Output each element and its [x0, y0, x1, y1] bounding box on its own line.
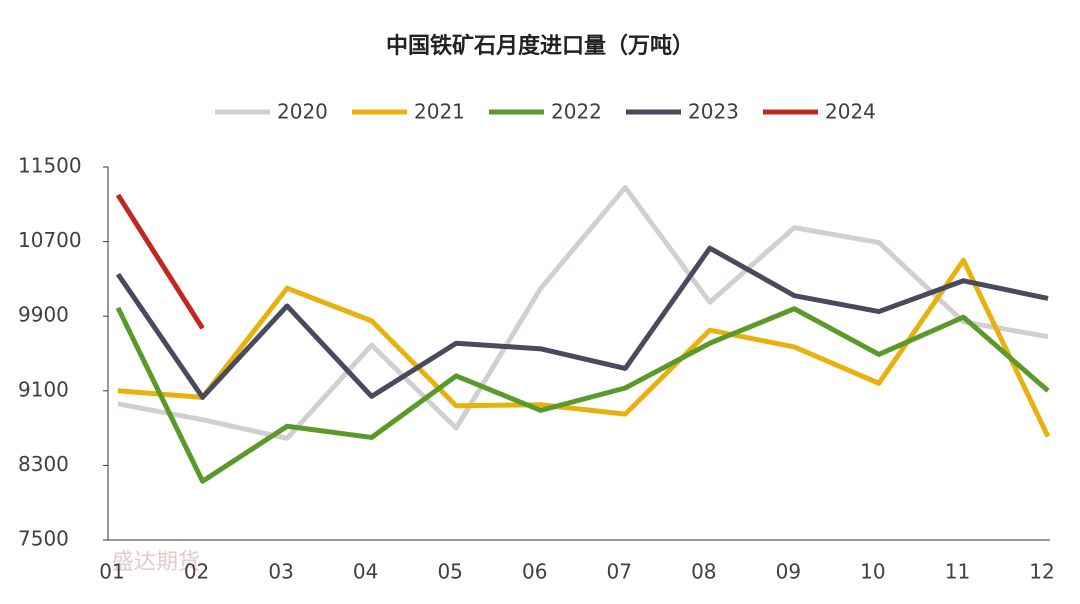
x-tick-label: 09	[776, 560, 801, 584]
y-tick-label: 10700	[18, 228, 82, 252]
y-tick-label: 11500	[18, 154, 82, 178]
chart-title: 中国铁矿石月度进口量（万吨）	[386, 33, 694, 59]
legend-label: 2022	[551, 100, 602, 124]
x-tick-label: 07	[607, 560, 632, 584]
y-tick-label: 9100	[18, 377, 69, 401]
x-tick-label: 12	[1029, 560, 1054, 584]
legend-label: 2024	[825, 100, 876, 124]
series-line	[115, 193, 205, 330]
x-tick-label: 06	[522, 560, 547, 584]
y-tick-label: 7500	[18, 527, 69, 551]
x-tick-label: 04	[353, 560, 378, 584]
y-tick-label: 8300	[18, 452, 69, 476]
legend-label: 2023	[688, 100, 739, 124]
x-tick-label: 02	[184, 560, 209, 584]
series-line	[117, 257, 1051, 438]
x-tick-label: 08	[691, 560, 716, 584]
legend-label: 2021	[414, 100, 465, 124]
series-line	[115, 306, 1050, 484]
legend-label: 2020	[277, 100, 328, 124]
watermark: 盛达期货	[112, 550, 200, 575]
x-tick-label: 01	[99, 560, 124, 584]
x-tick-label: 11	[945, 560, 970, 584]
x-tick-label: 05	[437, 560, 462, 584]
y-tick-label: 9900	[18, 303, 69, 327]
series-line	[115, 245, 1049, 400]
x-tick-label: 10	[860, 560, 885, 584]
x-tick-label: 03	[268, 560, 293, 584]
